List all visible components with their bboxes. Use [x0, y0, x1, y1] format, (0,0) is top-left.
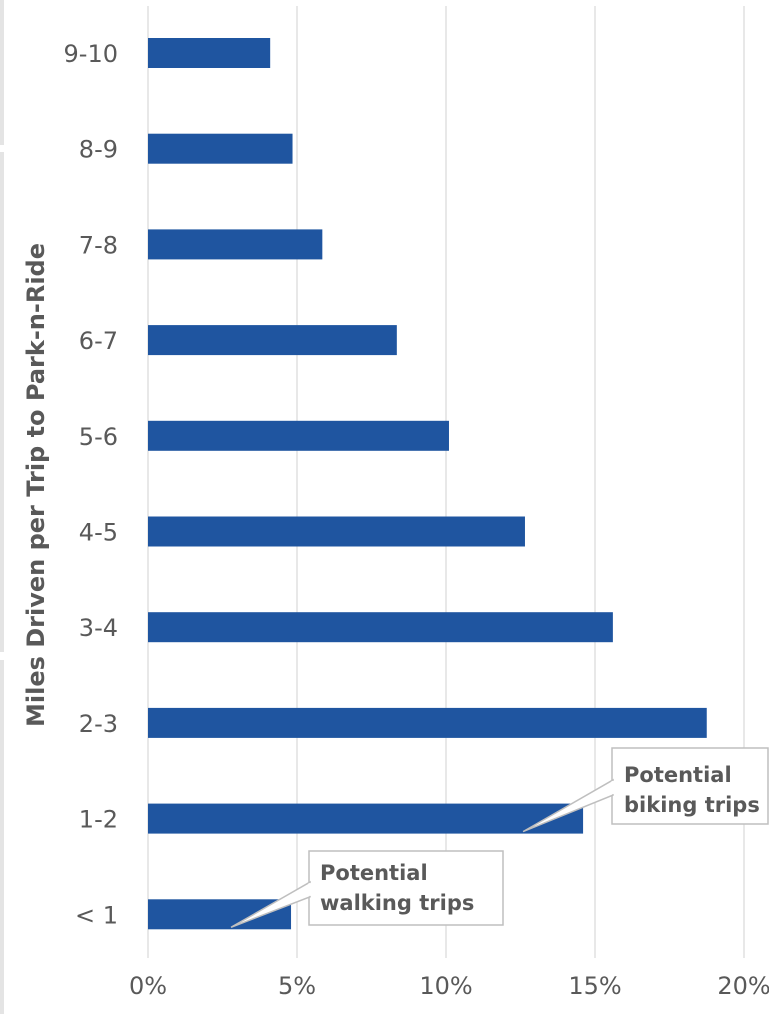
callout-walking: Potential walking trips: [230, 850, 504, 928]
x-tick-label-15: 15%: [568, 972, 621, 1000]
callouts: Potential biking trips Potential walking tr…: [230, 747, 769, 928]
bar-1-2: [148, 803, 584, 834]
callout-box: [611, 747, 769, 825]
bar-7-8: [148, 229, 323, 260]
bar-4-5: [148, 516, 525, 547]
bar-5-6: [148, 420, 449, 451]
x-tick-label-10: 10%: [419, 972, 472, 1000]
x-tick-label-5: 5%: [278, 972, 316, 1000]
bar-3-4: [148, 612, 613, 643]
bar-6-7: [148, 325, 397, 356]
bar-2-3: [148, 707, 707, 738]
y-tick-label-1: < 1: [75, 901, 118, 929]
x-tick-label-0: 0%: [129, 972, 167, 1000]
y-tick-label-8-9: 8-9: [79, 136, 118, 164]
bar-9-10: [148, 38, 271, 68]
callout-text-line: Potential: [624, 763, 732, 787]
y-tick-label-4-5: 4-5: [79, 519, 118, 547]
callout-joint: [308, 883, 312, 896]
x-tick-label-20: 20%: [717, 972, 769, 1000]
callout-biking: Potential biking trips: [522, 747, 769, 833]
y-tick-label-1-2: 1-2: [79, 806, 118, 834]
left-divider-top: [0, 0, 4, 145]
y-tick-label-7-8: 7-8: [79, 231, 118, 259]
callout-box: [308, 850, 504, 926]
y-tick-label-9-10: 9-10: [64, 40, 118, 68]
bar-8-9: [148, 133, 293, 164]
y-tick-labels: 9-10 8-9 7-8 6-7 5-6 4-5 3-4 2-3 1-2 < 1: [64, 40, 118, 929]
callout-text-line: Potential: [320, 861, 428, 885]
gridlines: [147, 6, 745, 958]
callout-joint: [611, 780, 615, 795]
left-divider-middle: [0, 152, 4, 652]
callout-text-line: biking trips: [624, 793, 760, 817]
bars: [148, 38, 707, 930]
x-tick-labels: 0% 5% 10% 15% 20%: [129, 972, 769, 1000]
bar-1: [148, 899, 292, 930]
y-tick-label-2-3: 2-3: [79, 710, 118, 738]
callout-text-line: walking trips: [320, 891, 474, 915]
y-axis-label: Miles Driven per Trip to Park-n-Ride: [22, 243, 50, 727]
left-divider-bottom: [0, 660, 4, 1014]
y-tick-label-6-7: 6-7: [79, 327, 118, 355]
y-tick-label-5-6: 5-6: [79, 423, 118, 451]
y-tick-label-3-4: 3-4: [79, 614, 118, 642]
